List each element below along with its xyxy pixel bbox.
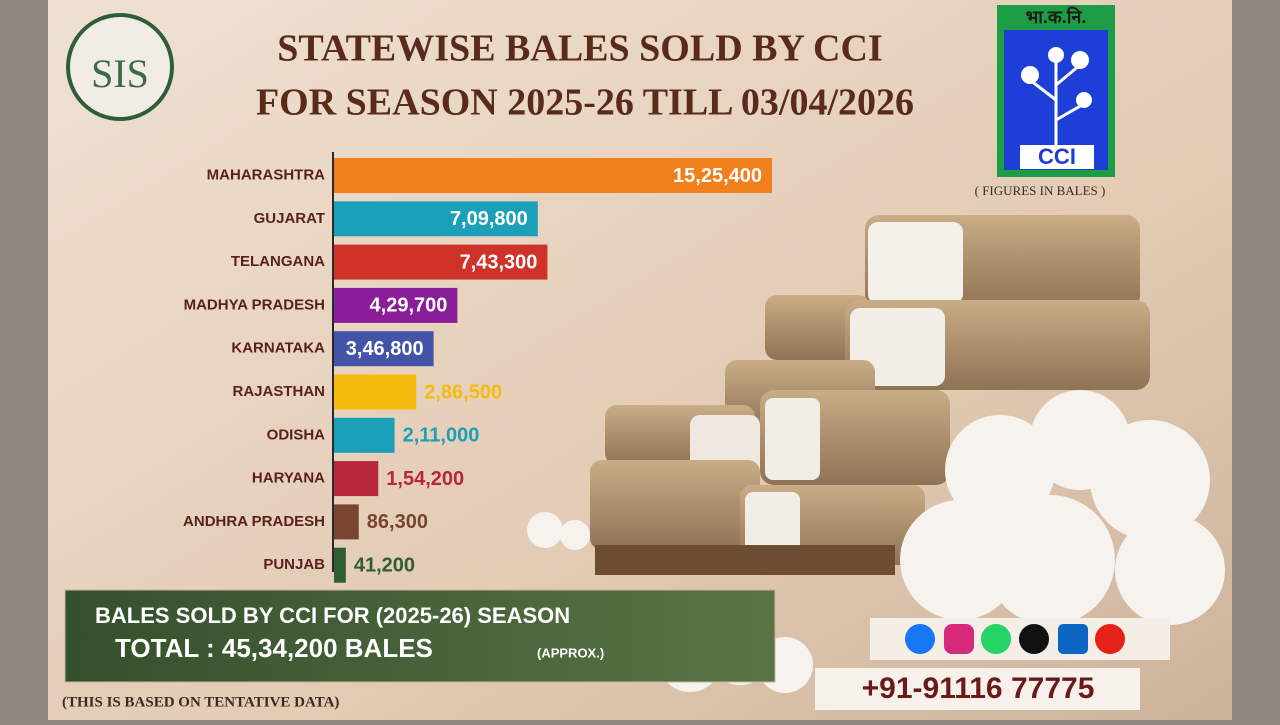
unit-note: ( FIGURES IN BALES ): [975, 183, 1106, 198]
category-label: MAHARASHTRA: [207, 166, 325, 183]
category-label: ODISHA: [267, 426, 326, 443]
x-icon[interactable]: [1019, 624, 1049, 654]
phone: +91-91116 77775: [862, 672, 1095, 705]
bar: [334, 287, 458, 323]
summary-total: TOTAL : 45,34,200 BALES: [115, 633, 433, 663]
category-label: HARYANA: [252, 470, 325, 487]
category-label: GUJARAT: [254, 210, 325, 227]
value-label: 86,300: [367, 511, 428, 533]
value-label: 7,43,300: [460, 251, 538, 273]
summary-approx: (APPROX.): [537, 645, 604, 660]
bar-chart: MAHARASHTRA 15,25,400 GUJARAT 7,09,800 TELAN…: [183, 158, 772, 583]
bar: [334, 244, 548, 280]
instagram-icon[interactable]: [944, 624, 974, 654]
category-label: TELANGANA: [231, 253, 325, 270]
category-label: KARNATAKA: [231, 340, 325, 357]
value-label: 2,11,000: [403, 425, 480, 447]
cci-logo: भा.क.नि. CCI: [997, 5, 1115, 177]
logo-text: SIS: [91, 51, 149, 96]
logo-cci: CCI: [1038, 144, 1076, 169]
youtube-icon[interactable]: [1095, 624, 1125, 654]
bar: [334, 331, 434, 367]
logo-hindi: भा.क.नि.: [1026, 6, 1087, 27]
bar: [334, 417, 395, 453]
bar: [334, 547, 346, 583]
sis-logo: SIS: [66, 13, 174, 121]
bar: [334, 504, 359, 540]
bar: [334, 158, 772, 193]
value-label: 1,54,200: [386, 468, 464, 490]
value-label: 41,200: [354, 554, 415, 576]
value-label: 4,29,700: [370, 295, 448, 317]
summary-box: [64, 589, 776, 683]
phone-box: [815, 668, 1140, 710]
linkedin-icon[interactable]: [1058, 624, 1088, 654]
facebook-icon[interactable]: [905, 624, 935, 654]
value-label: 7,09,800: [450, 208, 528, 230]
category-label: ANDHRA PRADESH: [183, 513, 325, 530]
value-label: 3,46,800: [346, 338, 424, 360]
category-label: MADHYA PRADESH: [184, 296, 325, 313]
title-line: STATEWISE BALES SOLD BY CCI: [277, 28, 882, 70]
social-icons: [905, 624, 1125, 654]
bar: [334, 374, 417, 410]
bar: [334, 201, 538, 237]
bar: [334, 461, 379, 497]
footnote: (THIS IS BASED ON TENTATIVE DATA): [62, 694, 339, 710]
category-label: RAJASTHAN: [232, 383, 325, 400]
summary-line: BALES SOLD BY CCI FOR (2025-26) SEASON: [95, 603, 570, 628]
title-line: FOR SEASON 2025-26 TILL 03/04/2026: [256, 82, 914, 124]
value-label: 15,25,400: [673, 165, 762, 187]
value-label: 2,86,500: [424, 381, 502, 403]
category-label: PUNJAB: [263, 556, 325, 573]
whatsapp-icon[interactable]: [981, 624, 1011, 654]
